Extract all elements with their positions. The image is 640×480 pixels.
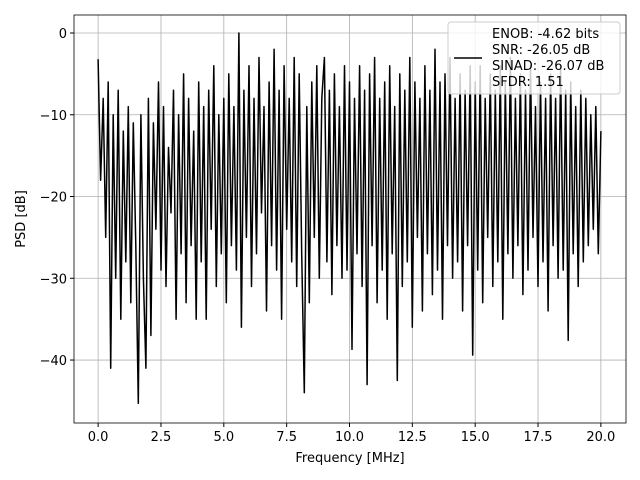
y-tick-label: 0 (59, 27, 67, 42)
x-axis-ticks: 0.0 2.5 5.0 7.5 10.0 12.5 15.0 17.5 20.0 (88, 423, 615, 445)
x-tick-label: 0.0 (88, 430, 109, 445)
legend-sfdr: SFDR: 1.51 (492, 75, 564, 90)
legend-snr: SNR: -26.05 dB (492, 43, 590, 58)
y-axis-ticks: 0 −10 −20 −30 −40 (40, 27, 74, 369)
x-tick-label: 5.0 (213, 430, 234, 445)
x-tick-label: 7.5 (276, 430, 297, 445)
y-tick-label: −40 (40, 354, 67, 369)
x-tick-label: 17.5 (524, 430, 553, 445)
y-tick-label: −30 (40, 272, 67, 287)
legend-sinad: SINAD: -26.07 dB (492, 59, 604, 74)
legend-enob: ENOB: -4.62 bits (492, 27, 599, 42)
plot-frame (73, 14, 627, 424)
x-tick-label: 2.5 (151, 430, 172, 445)
x-tick-label: 15.0 (461, 430, 490, 445)
y-tick-label: −20 (40, 191, 67, 206)
x-axis-label: Frequency [MHz] (295, 451, 404, 466)
psd-line (97, 32, 602, 405)
x-tick-label: 20.0 (586, 430, 615, 445)
y-axis-label: PSD [dB] (14, 190, 29, 248)
grid (74, 15, 626, 423)
x-tick-label: 12.5 (398, 430, 427, 445)
legend-box (447, 21, 621, 95)
y-tick-label: −10 (40, 109, 67, 124)
legend: ENOB: -4.62 bits SNR: -26.05 dB SINAD: -… (447, 21, 621, 95)
x-tick-label: 10.0 (335, 430, 364, 445)
psd-series (97, 32, 602, 405)
